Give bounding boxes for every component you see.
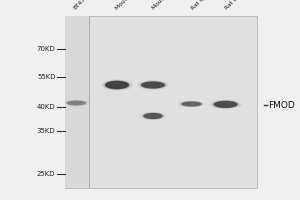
Ellipse shape bbox=[141, 81, 165, 89]
Ellipse shape bbox=[139, 81, 167, 89]
Ellipse shape bbox=[212, 100, 239, 109]
Text: 55KD: 55KD bbox=[37, 74, 56, 80]
Text: Rat spleen: Rat spleen bbox=[190, 0, 216, 11]
Ellipse shape bbox=[181, 101, 202, 107]
Ellipse shape bbox=[180, 101, 202, 107]
Text: Mouse brain: Mouse brain bbox=[151, 0, 180, 11]
Text: 35KD: 35KD bbox=[37, 128, 56, 134]
Text: Mouse spleen: Mouse spleen bbox=[115, 0, 147, 11]
Text: 70KD: 70KD bbox=[37, 46, 56, 52]
Text: Rat skeletal muscle: Rat skeletal muscle bbox=[224, 0, 269, 11]
Ellipse shape bbox=[71, 101, 82, 103]
Ellipse shape bbox=[219, 102, 232, 105]
Text: FMOD: FMOD bbox=[268, 100, 295, 110]
Ellipse shape bbox=[102, 80, 132, 90]
Ellipse shape bbox=[181, 101, 202, 107]
Ellipse shape bbox=[103, 80, 131, 90]
Ellipse shape bbox=[213, 101, 238, 108]
Ellipse shape bbox=[146, 83, 160, 85]
Ellipse shape bbox=[214, 101, 238, 108]
Ellipse shape bbox=[105, 81, 129, 89]
Ellipse shape bbox=[148, 114, 158, 116]
Ellipse shape bbox=[180, 101, 203, 107]
Ellipse shape bbox=[104, 80, 130, 90]
Ellipse shape bbox=[143, 113, 163, 119]
Bar bbox=[64, 16, 256, 188]
Ellipse shape bbox=[110, 82, 124, 85]
Bar bbox=[64, 16, 88, 188]
Ellipse shape bbox=[142, 113, 164, 119]
Ellipse shape bbox=[143, 113, 163, 119]
Ellipse shape bbox=[67, 101, 86, 105]
Text: 40KD: 40KD bbox=[37, 104, 56, 110]
Ellipse shape bbox=[140, 81, 166, 89]
Text: 25KD: 25KD bbox=[37, 171, 56, 177]
Ellipse shape bbox=[186, 102, 197, 104]
Ellipse shape bbox=[142, 112, 164, 120]
Ellipse shape bbox=[141, 81, 165, 89]
Ellipse shape bbox=[67, 101, 86, 105]
Ellipse shape bbox=[105, 81, 129, 89]
Text: BT474: BT474 bbox=[73, 0, 90, 11]
Ellipse shape bbox=[214, 101, 238, 108]
